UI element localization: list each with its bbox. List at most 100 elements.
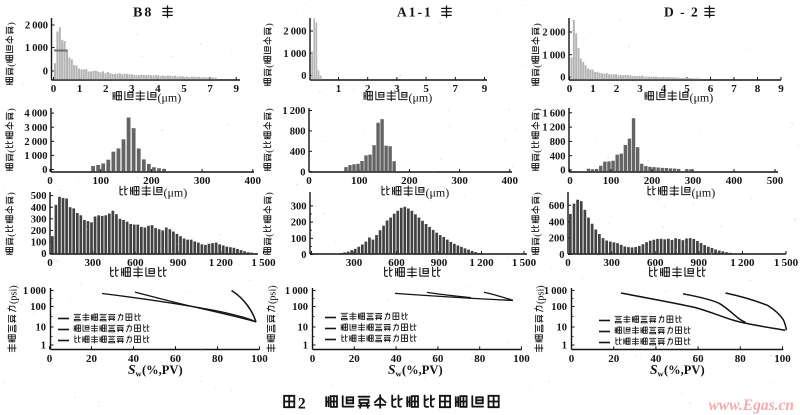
svg-text:2: 2 [103,83,109,95]
svg-text:200: 200 [31,226,47,237]
svg-text:(psi): (psi) [9,285,20,304]
svg-text:): ) [532,192,543,195]
svg-text:1 200: 1 200 [542,123,565,134]
svg-text:60: 60 [432,353,444,365]
svg-text:3: 3 [637,83,643,95]
svg-text:40: 40 [391,353,403,365]
svg-text:2 000: 2 000 [542,28,565,39]
svg-text:0: 0 [567,175,573,187]
svg-text:S: S [388,362,396,377]
svg-text:100: 100 [291,234,307,245]
svg-text:60: 60 [693,353,705,365]
svg-text:800: 800 [550,137,566,148]
svg-text:(: ( [6,149,17,152]
svg-text:www.Egas.cn: www.Egas.cn [708,397,794,414]
svg-text:80: 80 [474,353,486,365]
svg-text:(μm): (μm) [158,91,182,105]
svg-text:4: 4 [155,83,161,95]
svg-text:1: 1 [590,83,596,95]
svg-text:100: 100 [603,175,620,187]
svg-text:5: 5 [423,83,429,95]
svg-text:0: 0 [301,71,306,82]
svg-text:(: ( [264,149,275,152]
svg-text:300: 300 [685,175,702,187]
svg-text:1: 1 [303,341,308,352]
svg-text:200: 200 [401,175,418,187]
svg-text:(μm): (μm) [692,186,716,200]
svg-text:1 600: 1 600 [542,108,565,119]
svg-text:(: ( [532,233,543,236]
svg-text:0: 0 [47,175,53,187]
svg-text:(%,PV): (%,PV) [664,363,705,377]
svg-text:10: 10 [298,323,309,334]
svg-text:0: 0 [301,250,306,261]
svg-text:100: 100 [551,302,567,313]
svg-text:0: 0 [569,353,575,365]
svg-text:300: 300 [291,202,307,213]
svg-text:(psi): (psi) [536,285,547,304]
svg-text:400: 400 [550,151,566,162]
svg-text:0: 0 [51,83,57,95]
svg-text:): ) [264,192,275,195]
svg-text:8: 8 [755,83,761,95]
svg-text:0: 0 [306,175,312,187]
svg-text:(: ( [264,233,275,236]
svg-text:10: 10 [36,323,47,334]
svg-text:2: 2 [614,83,620,95]
svg-text:400: 400 [549,217,565,228]
svg-text:(%,PV): (%,PV) [402,363,443,377]
svg-text:900: 900 [170,257,187,269]
svg-text:1 500: 1 500 [251,257,276,269]
svg-text:20: 20 [608,353,620,365]
svg-text:3: 3 [129,83,135,95]
svg-text:1 000: 1 000 [283,49,306,60]
svg-text:800: 800 [290,127,306,138]
svg-text:20: 20 [86,353,98,365]
svg-text:1: 1 [562,341,567,352]
svg-text:40: 40 [128,353,140,365]
svg-text:3 000: 3 000 [24,123,47,134]
svg-text:100: 100 [30,302,46,313]
svg-text:4: 4 [661,83,667,95]
svg-text:1 000: 1 000 [23,286,46,297]
svg-text:(μm): (μm) [164,186,188,200]
svg-text:(psi): (psi) [268,285,279,304]
svg-text:w: w [136,369,143,379]
svg-text:0: 0 [560,166,565,177]
svg-text:60: 60 [170,353,182,365]
svg-text:(: ( [6,63,17,66]
svg-text:1 000: 1 000 [24,151,47,162]
svg-text:(μm): (μm) [690,91,714,105]
svg-text:S: S [650,362,658,377]
svg-text:100: 100 [774,353,791,365]
svg-text:400: 400 [726,175,743,187]
svg-text:600: 600 [549,201,565,212]
svg-text:7: 7 [207,83,213,95]
svg-text:400: 400 [502,175,519,187]
svg-text:1: 1 [77,83,83,95]
svg-text:1 200: 1 200 [730,257,755,269]
svg-text:): ) [264,23,275,26]
svg-text:100: 100 [31,238,47,249]
svg-text:): ) [6,22,17,25]
svg-text:0: 0 [559,250,564,261]
svg-text:300: 300 [451,175,468,187]
svg-text:80: 80 [212,353,224,365]
svg-text:): ) [6,108,17,111]
svg-text:S: S [128,362,136,377]
svg-text:0: 0 [300,167,305,178]
svg-text:(: ( [532,149,543,152]
svg-text:): ) [6,192,17,195]
svg-text:B8: B8 [133,6,153,21]
svg-text:9: 9 [778,83,784,95]
svg-text:2 000: 2 000 [25,21,48,32]
svg-text:600: 600 [647,257,664,269]
svg-text:0: 0 [41,249,46,260]
svg-text:2 000: 2 000 [283,27,306,38]
svg-text:10: 10 [557,323,568,334]
svg-text:20: 20 [349,353,361,365]
svg-text:w: w [396,369,403,379]
svg-text:0: 0 [47,353,53,365]
svg-text:200: 200 [143,175,160,187]
svg-text:1 000: 1 000 [25,43,48,54]
